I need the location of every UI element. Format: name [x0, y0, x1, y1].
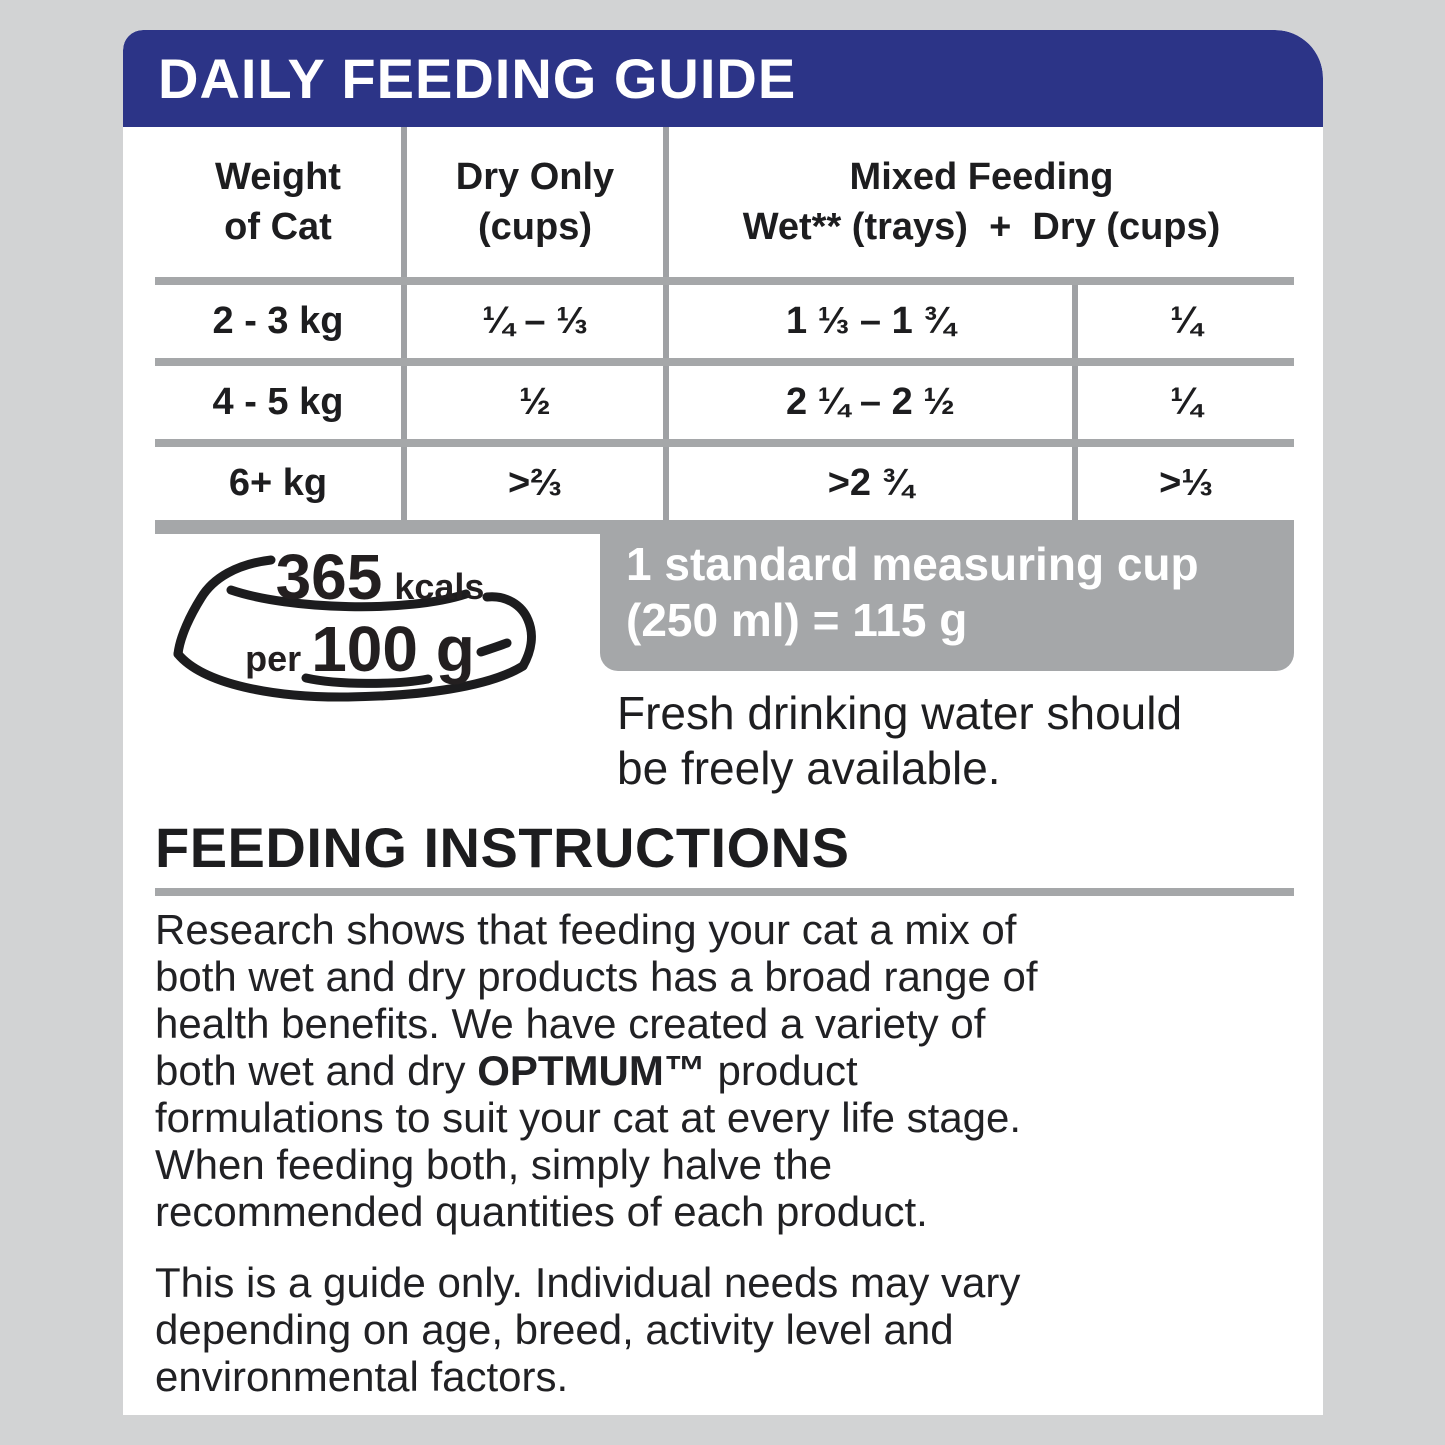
cell-wet-trays: 1 ⅓ – 1 ¾ [663, 281, 1075, 366]
instructions-paragraph-2: This is a guide only. Individual needs m… [155, 1259, 1021, 1400]
divider-rule [155, 888, 1294, 896]
col-header-mixed-feeding: Mixed Feeding Wet** (trays) + Dry (cups) [662, 127, 1295, 285]
brand-name: OPTMUM™ [477, 1047, 706, 1094]
cell-dry-cups: >⅓ [1071, 443, 1295, 534]
calorie-bowl-badge: 365 kcals per 100 g [165, 538, 555, 718]
guide-header: DAILY FEEDING GUIDE [123, 30, 1323, 127]
per-amount: 100 g [311, 613, 475, 685]
pet-bowl-icon [173, 555, 536, 702]
cell-dry-only: ½ [401, 362, 666, 447]
per-label: per [245, 638, 302, 679]
instructions-title: FEEDING INSTRUCTIONS [155, 816, 850, 879]
table-row: 4 - 5 kg ½ 2 ¼ – 2 ½ ¼ [155, 362, 1295, 447]
measuring-cup-note: 1 standard measuring cup (250 ml) = 115 … [600, 520, 1294, 671]
col-header-weight: Weight of Cat [155, 127, 404, 285]
paragraph-text: Research shows that feeding your cat a m… [155, 906, 1038, 1094]
cell-weight: 6+ kg [155, 443, 404, 534]
info-row: 365 kcals per 100 g 1 standard measuring c… [155, 520, 1294, 816]
guide-title: DAILY FEEDING GUIDE [158, 47, 797, 110]
cell-wet-trays: >2 ¾ [663, 443, 1075, 534]
table-row: 2 - 3 kg ¼ – ⅓ 1 ⅓ – 1 ¾ ¼ [155, 281, 1295, 366]
cell-dry-cups: ¼ [1071, 281, 1295, 366]
cell-dry-only: >⅔ [401, 443, 666, 534]
instructions-paragraph-1: Research shows that feeding your cat a m… [155, 906, 1294, 1235]
table-header-row: Weight of Cat Dry Only (cups) Mixed Feed… [155, 127, 1295, 285]
cell-dry-only: ¼ – ⅓ [401, 281, 666, 366]
cell-wet-trays: 2 ¼ – 2 ½ [663, 362, 1075, 447]
feeding-table: Weight of Cat Dry Only (cups) Mixed Feed… [155, 127, 1295, 534]
paragraph-text: product formulations to suit your cat at… [155, 1047, 1022, 1235]
cell-weight: 4 - 5 kg [155, 362, 404, 447]
cell-weight: 2 - 3 kg [155, 281, 404, 366]
table-row: 6+ kg >⅔ >2 ¾ >⅓ [155, 443, 1295, 534]
water-note: Fresh drinking water should be freely av… [617, 687, 1183, 794]
kcal-value: 365 [275, 541, 383, 613]
per-100g-line: per 100 g [165, 612, 555, 686]
col-header-dry-only: Dry Only (cups) [401, 127, 666, 285]
cell-dry-cups: ¼ [1071, 362, 1295, 447]
card-content: Weight of Cat Dry Only (cups) Mixed Feed… [123, 127, 1323, 1400]
kcal-unit: kcals [394, 566, 485, 607]
kcal-line: 365 kcals [205, 540, 555, 614]
feeding-guide-card: DAILY FEEDING GUIDE Weight of Cat Dry On… [123, 30, 1323, 1415]
